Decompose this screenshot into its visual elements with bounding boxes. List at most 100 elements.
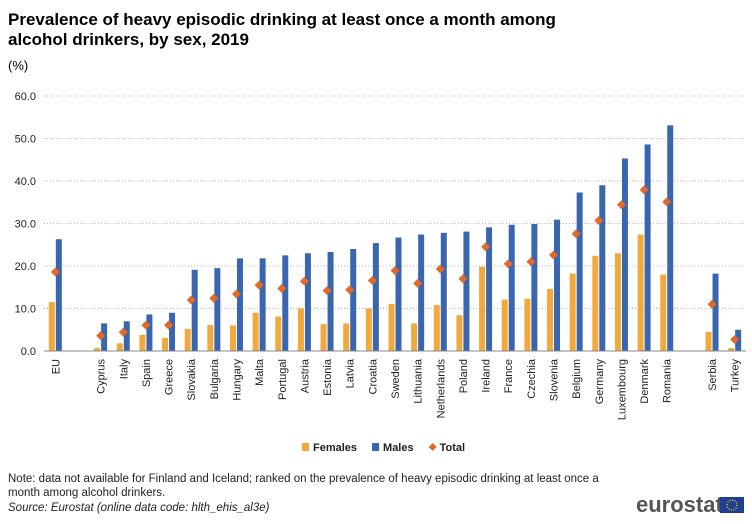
bar (614, 253, 621, 351)
bar (320, 324, 327, 351)
x-tick-label: Croatia (367, 358, 379, 394)
total-marker (458, 274, 468, 284)
bar (712, 273, 719, 351)
logo-stars (726, 499, 738, 511)
x-tick-label: Slovenia (549, 358, 561, 401)
x-tick-label: Czechia (526, 358, 538, 399)
x-tick-label: Ireland (481, 359, 493, 393)
bar (275, 316, 282, 351)
legend-swatch (372, 443, 380, 451)
x-tick-label: Lithuania (413, 358, 425, 404)
bar (252, 312, 259, 351)
x-tick-label: Bulgaria (209, 358, 221, 399)
bar (395, 237, 402, 351)
source: Source: Eurostat (online data code: hlth… (8, 502, 270, 514)
x-tick-label: Austria (299, 358, 311, 393)
bar (207, 325, 214, 351)
bar (146, 314, 153, 351)
legend-label: Total (440, 442, 465, 454)
bar (486, 227, 493, 351)
bar (139, 334, 146, 351)
bar (350, 249, 357, 351)
bar (569, 273, 576, 351)
bar (644, 144, 651, 351)
x-tick-label: Denmark (639, 359, 651, 404)
x-tick-label: EU (50, 359, 62, 374)
total-marker (707, 299, 717, 309)
total-marker (254, 280, 264, 290)
bar (621, 158, 628, 351)
bar (501, 299, 508, 351)
x-tick-label: Latvia (345, 358, 357, 388)
bar (282, 255, 289, 351)
bar (48, 302, 55, 351)
legend-label: Females (313, 442, 357, 454)
bar (456, 315, 463, 351)
y-tick-label: 0.0 (21, 346, 36, 358)
x-tick-label: Belgium (571, 359, 583, 399)
bar (388, 303, 395, 351)
bar (705, 331, 712, 351)
bar (365, 308, 372, 351)
bar (343, 323, 350, 351)
x-tick-label: Netherlands (435, 359, 447, 419)
bar (327, 251, 334, 351)
total-marker (209, 293, 219, 303)
x-tick-label: France (503, 359, 515, 393)
logo: eurostat (636, 492, 723, 517)
bar (599, 185, 606, 351)
total-marker (231, 289, 241, 299)
bar (592, 255, 599, 351)
bar (463, 231, 470, 351)
y-tick-label: 60.0 (15, 91, 36, 103)
y-tick-label: 10.0 (15, 304, 36, 316)
bar (479, 266, 486, 351)
bar (184, 328, 191, 351)
bar (440, 232, 447, 351)
total-marker (481, 242, 491, 252)
x-tick-label: Serbia (707, 358, 719, 391)
total-marker (186, 295, 196, 305)
total-marker (50, 267, 60, 277)
total-marker (345, 285, 355, 295)
legend-swatch (428, 443, 437, 451)
bar (531, 223, 538, 351)
total-marker (141, 320, 151, 330)
logo-flag (720, 497, 744, 513)
bar (524, 298, 531, 351)
total-marker (96, 331, 106, 341)
chart-subtitle: (%) (8, 58, 29, 73)
y-tick-label: 30.0 (15, 219, 36, 231)
x-tick-label: Malta (254, 358, 266, 386)
y-tick-label: 50.0 (15, 134, 36, 146)
total-marker (730, 335, 740, 345)
bar (236, 258, 243, 351)
bar (304, 253, 311, 351)
x-tick-label: Sweden (390, 359, 402, 399)
total-marker (299, 276, 309, 286)
bar (55, 239, 62, 351)
bar (214, 268, 221, 351)
bar (508, 224, 515, 351)
total-marker (639, 185, 649, 195)
total-marker (594, 216, 604, 226)
total-marker (118, 327, 128, 337)
legend-label: Males (383, 442, 414, 454)
x-tick-label: Luxembourg (616, 359, 628, 420)
bar (116, 343, 123, 351)
bar (169, 312, 176, 351)
total-marker (277, 284, 287, 294)
total-marker (367, 275, 377, 285)
x-tick-label: Cyprus (96, 359, 108, 394)
x-tick-label: Estonia (322, 358, 334, 396)
total-marker (435, 264, 445, 274)
bar (433, 305, 440, 351)
total-marker (662, 197, 672, 207)
total-marker (413, 278, 423, 288)
total-marker (503, 259, 513, 269)
x-tick-label: Italy (118, 359, 130, 380)
bar (162, 337, 169, 351)
total-marker (571, 229, 581, 239)
bar (576, 192, 583, 351)
